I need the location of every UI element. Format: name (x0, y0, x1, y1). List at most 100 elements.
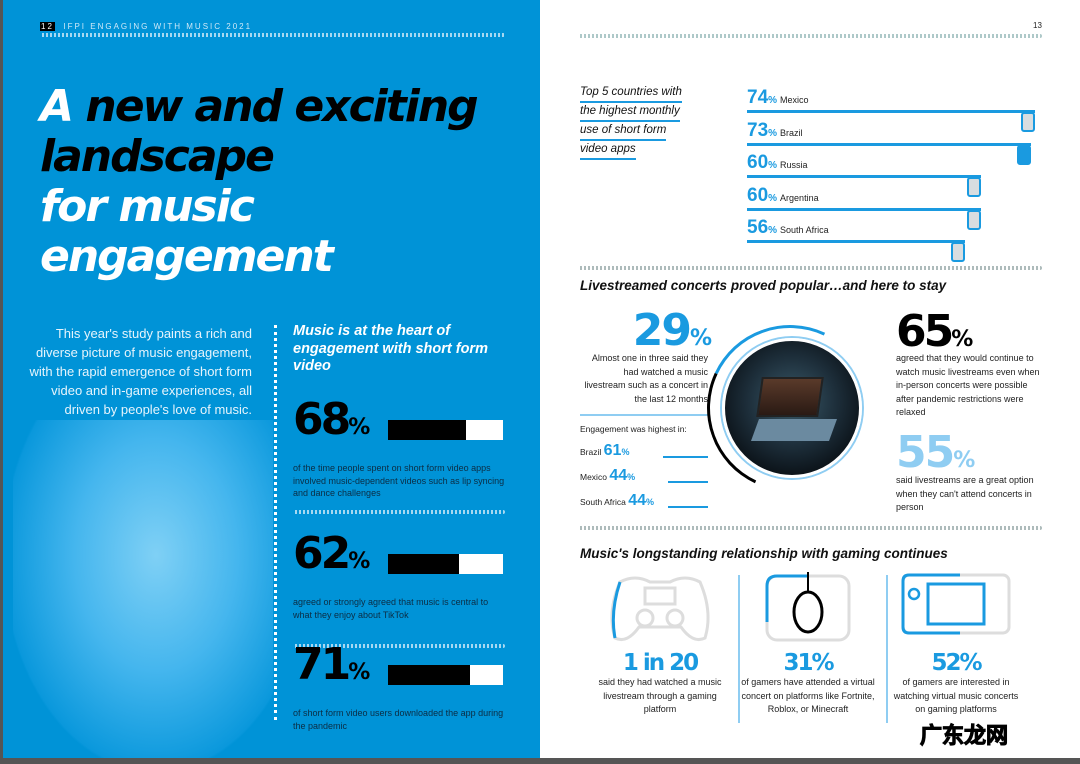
gaming-stat: 1 in 20 said they had watched a music li… (580, 572, 740, 717)
gaming-caption: said they had watched a music livestream… (598, 677, 722, 714)
country-value: 60% (747, 152, 777, 173)
stat-65: 65% (896, 310, 973, 362)
woman-photo (13, 420, 273, 758)
unit: % (621, 447, 630, 457)
page-header: 12 IFPI ENGAGING WITH MUSIC 2021 (40, 22, 252, 31)
value: 73 (747, 119, 769, 141)
page-number: 12 (40, 22, 55, 31)
intro-text: This year's study paints a rich and dive… (29, 326, 252, 417)
title-line: landscape (40, 131, 275, 182)
wave-divider (578, 34, 1042, 38)
stat-unit: % (689, 326, 712, 351)
stat-value: 65 (896, 306, 954, 357)
country-name: Argentina (780, 192, 819, 203)
flag-icon (1021, 112, 1035, 132)
stat-unit: % (348, 549, 371, 574)
divider (580, 414, 708, 416)
watermark: 广东龙网 (919, 723, 1009, 749)
countries-title: Top 5 countries with the highest monthly… (580, 84, 710, 160)
engagement-row: South Africa 44% (580, 492, 654, 510)
country-value: 60% (747, 185, 777, 206)
title-line: for music (40, 181, 255, 232)
gaming-caption: of gamers have attended a virtual concer… (741, 677, 875, 714)
wave-divider (578, 266, 1042, 270)
flag-icon (951, 242, 965, 262)
engagement-label: Engagement was highest in: (580, 424, 687, 434)
country-name: Mexico (780, 95, 809, 105)
gaming-stat: 52% of gamers are interested in watching… (876, 572, 1036, 717)
country-bar (747, 207, 981, 211)
unit: % (627, 472, 636, 482)
stat-unit: % (348, 660, 371, 685)
country-bar (747, 110, 1035, 113)
gamepad-icon (580, 572, 740, 644)
value: 60 (747, 184, 769, 206)
stat-value: 71 (293, 639, 351, 690)
engagement-row: Brazil 61% (580, 442, 629, 460)
title-line: engagement (40, 231, 334, 282)
stat-unit: % (348, 415, 371, 440)
country-row: 74% Mexico (747, 87, 1035, 132)
value: 44 (628, 492, 647, 509)
stat-bar-fill (388, 554, 460, 574)
engagement-line (663, 456, 708, 458)
right-page: 13 Top 5 countries with the highest mont… (540, 0, 1080, 758)
country-value: 73% (747, 120, 777, 141)
gaming-value: 31% (783, 650, 834, 676)
unit: % (768, 192, 778, 204)
gaming-value: 52% (931, 650, 982, 676)
unit: % (646, 497, 655, 507)
dotted-divider (274, 325, 277, 720)
stat-caption: Almost one in three said they had watche… (584, 353, 708, 404)
stat-value-block: 68% (293, 398, 370, 450)
engagement-row: Mexico 44% (580, 467, 635, 485)
laptop-concert-photo (722, 338, 862, 478)
country-row: 60% Argentina (747, 185, 981, 230)
unit: % (768, 225, 778, 236)
laptop-screen (756, 377, 824, 417)
country-row: 73% Brazil (747, 120, 1031, 165)
column-divider (738, 575, 740, 723)
value: 44 (609, 467, 628, 484)
stat-bar-fill (388, 420, 467, 440)
country-name: Brazil (780, 127, 803, 138)
country-value: 56% (747, 217, 777, 238)
stat-value: 62 (293, 528, 351, 579)
country-name: Russia (780, 160, 808, 170)
country-name: Mexico (580, 472, 607, 482)
left-page: 12 IFPI ENGAGING WITH MUSIC 2021 A new a… (3, 0, 540, 758)
stat-caption: of the time people spent on short form v… (293, 463, 505, 498)
value: 56 (747, 217, 769, 238)
country-bar (747, 175, 981, 178)
wave-divider (40, 33, 505, 37)
value: 60 (747, 152, 769, 173)
page-number: 13 (1033, 21, 1042, 30)
country-name: Brazil (580, 447, 602, 457)
stat-29: 29% (625, 308, 712, 362)
laptop-keyboard (750, 419, 838, 441)
unit: % (768, 95, 778, 106)
value: 61 (603, 442, 622, 459)
page-title: A new and exciting landscape for music e… (40, 82, 520, 282)
flag-icon (967, 209, 981, 230)
stat-value: 68 (293, 394, 351, 445)
stat-caption: said livestreams are a great option when… (896, 475, 1034, 512)
unit: % (768, 160, 778, 171)
stat-caption: agreed or strongly agreed that music is … (293, 597, 489, 620)
title-line: new and exciting (85, 81, 478, 132)
flag-icon (967, 177, 981, 197)
mouse-icon (728, 572, 888, 644)
section-subheading: Music is at the heart of engagement with… (293, 323, 488, 374)
unit: % (768, 127, 778, 139)
stat-value: 55 (896, 427, 955, 478)
title-line: video apps (580, 141, 636, 160)
livestream-heading: Livestreamed concerts proved popular…and… (580, 278, 947, 293)
stat-bar (388, 665, 503, 685)
title-line: the highest monthly (580, 103, 680, 122)
country-row: 56% South Africa (747, 217, 965, 262)
country-name: South Africa (780, 225, 829, 235)
wave-divider (293, 510, 505, 514)
column-divider (886, 575, 888, 723)
country-bar (747, 240, 965, 243)
gaming-value: 1 in 20 (622, 650, 699, 676)
